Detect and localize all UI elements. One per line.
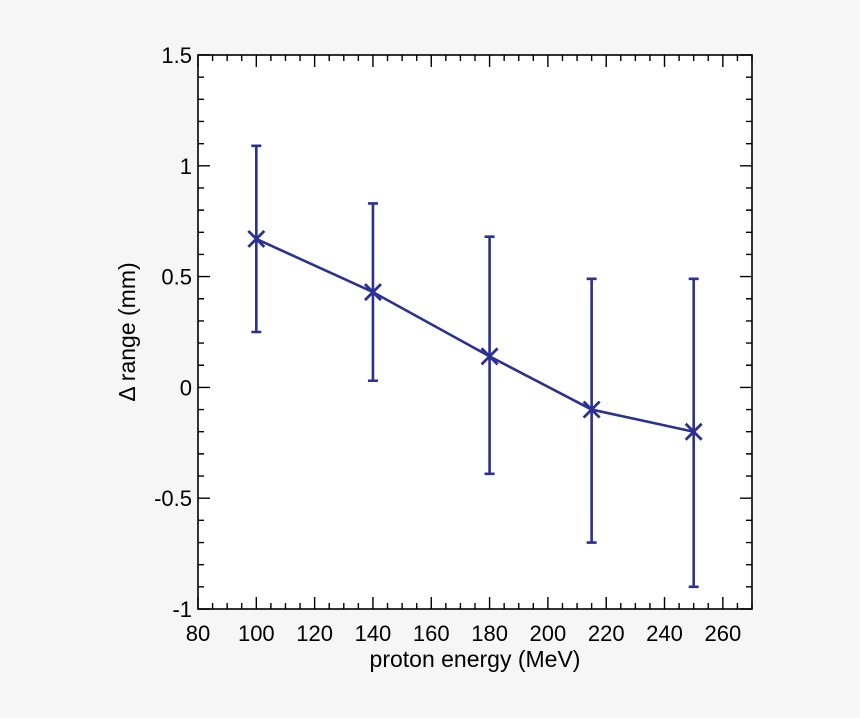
axis-ticks: [197, 54, 753, 610]
data-point-marker: [480, 347, 499, 366]
data-point-marker: [684, 422, 703, 441]
x-tick-label: 80: [186, 621, 210, 646]
x-tick-label: 140: [355, 621, 392, 646]
x-axis-title: proton energy (MeV): [370, 646, 581, 672]
y-tick-labels: -1 -0.5 0 0.5 1 1.5: [154, 43, 192, 622]
x-tick-label: 240: [646, 621, 683, 646]
x-tick-label: 160: [413, 621, 450, 646]
x-tick-label: 260: [704, 621, 741, 646]
y-tick-label: -1: [172, 597, 192, 622]
data-point-marker: [582, 400, 601, 419]
plot-frame: [197, 54, 753, 610]
x-tick-label: 180: [471, 621, 508, 646]
y-tick-label: -0.5: [154, 486, 192, 511]
data-point-marker: [247, 229, 266, 248]
x-tick-labels: 80 100 120 140 160 180 200 220 240 260: [186, 621, 741, 646]
data-markers: [247, 229, 703, 441]
x-tick-label: 220: [588, 621, 625, 646]
x-tick-label: 100: [238, 621, 275, 646]
tick-marks: [197, 54, 753, 610]
y-tick-label: 0: [180, 375, 192, 400]
x-tick-label: 200: [530, 621, 567, 646]
plot-area: [197, 54, 753, 610]
y-tick-label: 1.5: [161, 43, 192, 68]
data-point-marker: [363, 283, 382, 302]
y-tick-label: 0.5: [161, 265, 192, 290]
x-tick-label: 120: [296, 621, 333, 646]
y-axis-title: Δ range (mm): [114, 262, 140, 401]
y-tick-label: 1: [180, 154, 192, 179]
